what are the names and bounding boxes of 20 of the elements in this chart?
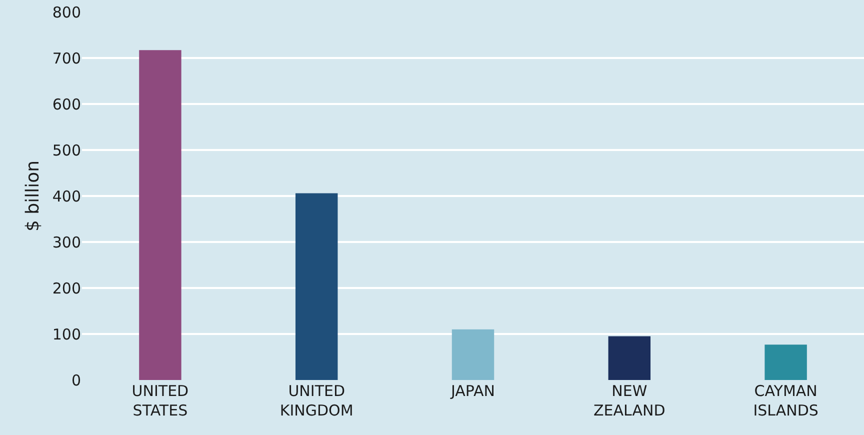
y-axis-title: $ billion: [22, 160, 44, 232]
x-tick-label: JAPAN: [450, 382, 495, 400]
x-tick-label: UNITED STATES: [132, 382, 189, 420]
bar: [295, 193, 338, 380]
x-tick-label: UNITED KINGDOM: [280, 382, 354, 420]
bar: [608, 336, 651, 380]
bar: [139, 50, 182, 380]
y-tick-label: 200: [52, 279, 81, 298]
y-tick-label: 400: [52, 187, 81, 206]
y-tick-label: 500: [52, 141, 81, 160]
y-tick-label: 800: [52, 3, 81, 22]
y-tick-label: 600: [52, 95, 81, 114]
bar: [764, 344, 807, 380]
y-tick-label: 700: [52, 49, 81, 68]
y-tick-label: 100: [52, 325, 81, 344]
x-tick-label: NEW ZEALAND: [594, 382, 666, 420]
y-tick-label: 300: [52, 233, 81, 252]
x-tick-label: CAYMAN ISLANDS: [753, 382, 818, 420]
y-tick-label: 0: [71, 371, 81, 390]
bar: [452, 329, 494, 380]
